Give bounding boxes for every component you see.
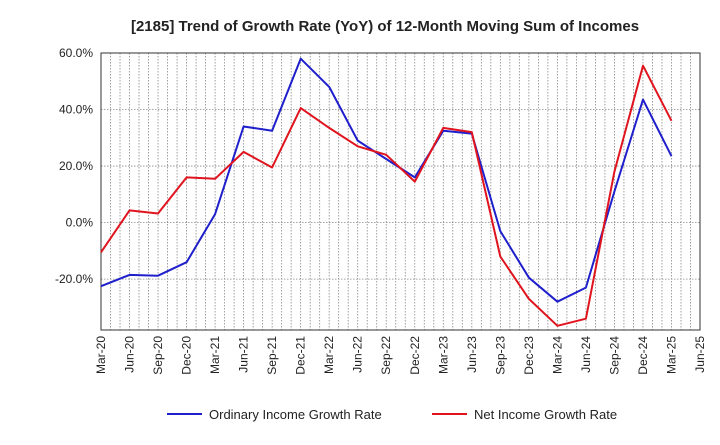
legend: Ordinary Income Growth Rate Net Income Gr… — [167, 407, 617, 422]
x-tick-label: Sep-20 — [151, 336, 165, 375]
grid — [100, 52, 701, 330]
series-line-net-income — [100, 64, 673, 327]
chart-title: [2185] Trend of Growth Rate (YoY) of 12-… — [131, 18, 639, 35]
series-line-ordinary-income — [100, 57, 673, 303]
x-tick-label: Jun-21 — [237, 336, 251, 373]
x-tick-label: Jun-23 — [465, 336, 479, 373]
x-tick-label: Dec-22 — [408, 336, 422, 375]
series-lines — [100, 57, 673, 327]
x-tick-label: Mar-21 — [208, 336, 222, 374]
x-tick-label: Dec-24 — [636, 336, 650, 375]
x-tick-label: Dec-21 — [294, 336, 308, 375]
x-tick-label: Sep-22 — [379, 336, 393, 375]
x-tick-label: Mar-25 — [664, 336, 678, 374]
legend-label: Net Income Growth Rate — [474, 407, 617, 422]
x-tick-label: Mar-24 — [550, 336, 564, 374]
x-tick-label: Mar-22 — [322, 336, 336, 374]
plot-border — [100, 52, 701, 331]
y-tick-label: 0.0% — [66, 216, 94, 230]
x-tick-label: Jun-24 — [579, 336, 593, 373]
y-tick-label: -20.0% — [55, 272, 93, 286]
x-tick-label: Sep-24 — [607, 336, 621, 375]
x-tick-label: Dec-23 — [522, 336, 536, 375]
x-tick-label: Jun-22 — [351, 336, 365, 373]
x-tick-label: Mar-23 — [436, 336, 450, 374]
x-tick-label: Jun-20 — [123, 336, 137, 373]
x-tick-label: Dec-20 — [180, 336, 194, 375]
axes: 60.0% 40.0% 20.0% 0.0% -20.0% Mar-20 Jun-20 Sep… — [55, 46, 707, 375]
x-tick-label: Sep-23 — [493, 336, 507, 375]
plot-area — [101, 53, 700, 330]
y-tick-label: 40.0% — [59, 103, 93, 117]
x-tick-label: Mar-20 — [94, 336, 108, 374]
y-tick-label: 20.0% — [59, 159, 93, 173]
y-tick-label: 60.0% — [59, 46, 93, 60]
legend-label: Ordinary Income Growth Rate — [209, 407, 382, 422]
x-tick-label: Jun-25 — [693, 336, 707, 373]
x-tick-label: Sep-21 — [265, 336, 279, 375]
